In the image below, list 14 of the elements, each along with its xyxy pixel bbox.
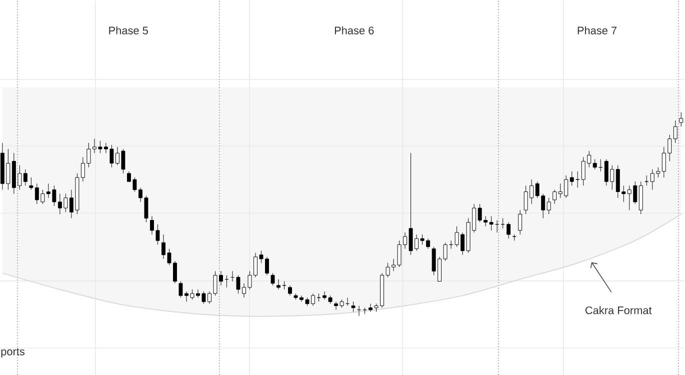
candlestick bbox=[270, 272, 275, 286]
candlestick bbox=[576, 170, 580, 188]
candlestick bbox=[351, 301, 356, 312]
text: ports bbox=[1, 348, 25, 358]
candlestick bbox=[288, 284, 292, 296]
candlestick bbox=[592, 158, 597, 170]
candlestick bbox=[552, 189, 557, 204]
candlestick bbox=[276, 278, 280, 290]
text: Phase 7 bbox=[578, 26, 617, 34]
annotation: Cakra Format bbox=[585, 306, 652, 314]
candlestick bbox=[673, 120, 678, 143]
text: Phase 5 bbox=[109, 26, 148, 34]
candlestick bbox=[489, 216, 494, 231]
text: Phase 6 bbox=[334, 26, 374, 34]
